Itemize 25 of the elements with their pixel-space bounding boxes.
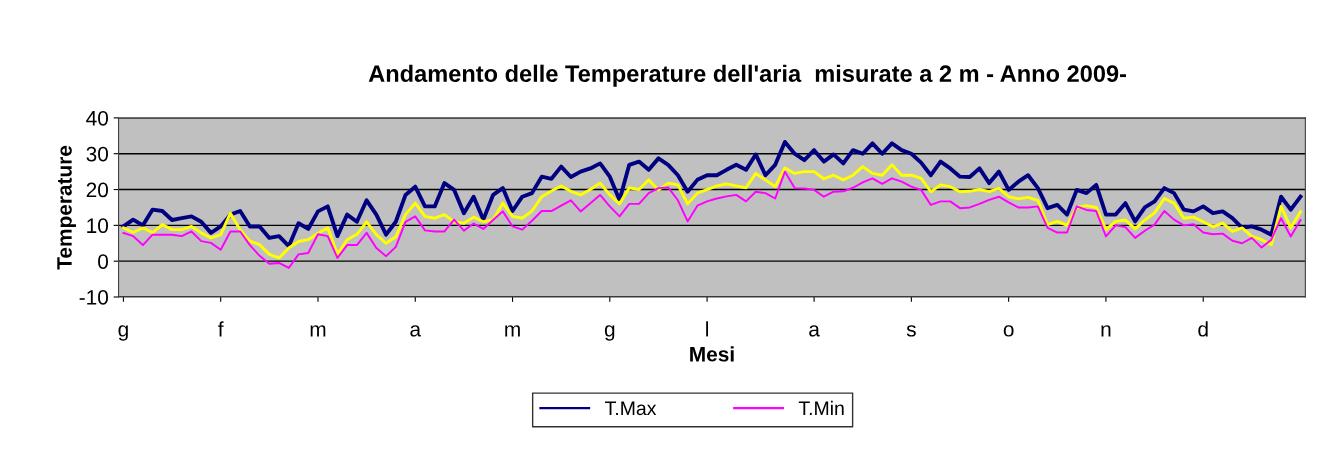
x-tick-label: g (118, 325, 128, 341)
y-tick-label: 30 (86, 146, 109, 162)
x-tick-label: l (706, 321, 709, 337)
x-tick-label: s (906, 325, 916, 337)
y-tick-label: 10 (87, 218, 109, 234)
legend-label: T.Max (605, 401, 657, 416)
legend-label: T.Min (798, 400, 844, 415)
x-tick-label: a (809, 325, 820, 337)
line-series (122, 170, 1302, 269)
x-tick-label: n (1101, 325, 1111, 337)
x-tick-label: m (310, 325, 326, 337)
y-tick-label: 0 (98, 254, 109, 269)
x-tick-label: g (604, 325, 615, 341)
x-tick-label: a (410, 325, 422, 337)
y-axis-title: Temperature (57, 145, 76, 270)
x-tick-label: d (1198, 321, 1208, 337)
y-tick-label: -10 (79, 290, 109, 305)
x-tick-label: m (505, 325, 520, 337)
line-series (121, 163, 1302, 260)
chart-title: Andamento delle Temperature dell'aria misurate a 2 m - Anno 2009- (368, 64, 1127, 87)
x-tick-label: o (1003, 325, 1014, 337)
y-tick-label: 20 (86, 182, 109, 198)
y-tick-label: 40 (86, 110, 109, 126)
x-axis-title: Mesi (690, 346, 734, 362)
x-tick-label: f (218, 321, 224, 337)
